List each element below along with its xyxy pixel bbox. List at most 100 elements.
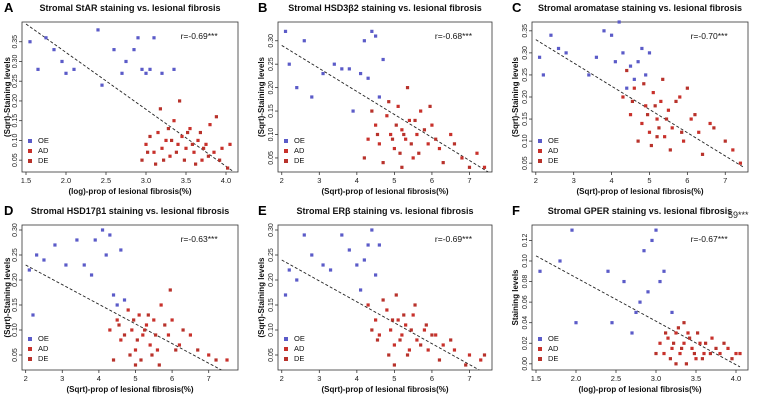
correlation-annotation: r=-0.63*** [181,234,219,244]
x-axis-label: (Sqrt)-prop of lesional fibrosis(%) [576,187,703,196]
data-point [139,358,143,362]
data-point [407,348,412,352]
data-point [174,348,178,352]
panel-letter: E [258,203,267,218]
y-tick-label: 0.05 [12,153,19,167]
data-point [174,150,178,154]
data-point [182,158,186,162]
y-tick-label: 0.35 [12,35,19,49]
y-tick-label: 0.05 [522,156,529,170]
data-point [381,57,385,62]
legend-label: DE [38,354,48,363]
y-tick-label: 0.10 [12,323,19,337]
data-point [104,253,108,257]
data-point [130,328,134,332]
data-point [628,64,633,68]
data-point [655,135,659,139]
legend-label: AD [294,344,305,353]
data-point [42,258,46,262]
axes-frame [21,224,239,371]
data-point [186,130,190,135]
data-point [192,150,196,154]
legend-label: AD [38,146,49,155]
x-tick-label: 2 [280,374,284,383]
data-point [385,308,389,312]
data-point [111,358,116,362]
x-tick-label: 3.5 [691,374,701,383]
data-point [377,333,381,337]
legend-marker [28,337,32,341]
data-point [642,82,646,86]
data-point [168,288,172,292]
data-point [642,249,646,253]
data-point [661,77,665,81]
data-point [366,137,370,141]
y-axis-label: (Sqrt)-Staining levels [511,56,520,137]
data-point [664,331,668,335]
legend-marker [538,347,542,351]
data-point [658,279,662,284]
x-tick-label: 7 [723,176,727,185]
data-point [417,151,421,155]
data-point [684,362,688,366]
data-point [708,121,712,126]
data-point [690,346,694,351]
data-point [198,130,202,135]
data-point [645,113,650,117]
data-point [196,138,200,143]
y-tick-label: 0.20 [268,273,275,287]
data-point [206,154,210,158]
data-point [332,62,336,66]
legend-label: AD [294,146,305,155]
data-point [126,308,130,312]
data-point [362,39,366,43]
data-point [154,333,158,337]
data-point [140,158,144,162]
data-point [722,341,726,345]
panel-c: C Stromal aromatase staining vs. lesional… [511,0,749,196]
data-point [666,336,670,340]
data-point [100,228,105,232]
axes-frame [21,21,239,173]
data-point [64,71,68,75]
data-point [144,71,148,75]
legend-label: AD [38,344,49,353]
x-tick-label: 6 [685,176,689,185]
data-point [398,151,402,155]
data-point [625,86,629,90]
data-point [400,165,404,169]
data-point [556,46,561,51]
data-point [650,238,654,243]
data-point [621,95,625,99]
x-axis-label: (Sqrt)-prop of lesional fibrosis(%) [66,385,193,394]
series-oe [283,29,385,113]
data-point [108,233,112,237]
data-point [697,130,701,134]
data-point [155,348,160,352]
data-point [321,71,325,76]
series-de [370,293,487,367]
x-axis-label: (Sqrt)-prop of lesional fibrosis(%) [321,187,448,196]
data-point [426,142,430,146]
panel-f: F Stromal GPER staining vs. lesional fibr… [511,203,749,394]
data-point [460,156,464,160]
data-point [370,29,374,33]
data-point [128,353,132,357]
data-point [148,67,152,71]
x-tick-label: 4.0 [221,176,231,185]
data-point [133,348,138,352]
data-point [204,142,208,146]
y-tick-label: 0.30 [522,46,529,60]
data-point [449,338,453,342]
x-tick-label: 6 [430,374,434,383]
data-point [162,158,166,162]
data-point [214,358,218,362]
data-point [390,318,395,322]
data-point [166,126,170,131]
data-point [415,132,419,137]
data-point [370,109,374,113]
series-ad [366,303,483,362]
data-point [119,338,123,342]
data-point [613,60,617,64]
series-ad [108,303,229,362]
